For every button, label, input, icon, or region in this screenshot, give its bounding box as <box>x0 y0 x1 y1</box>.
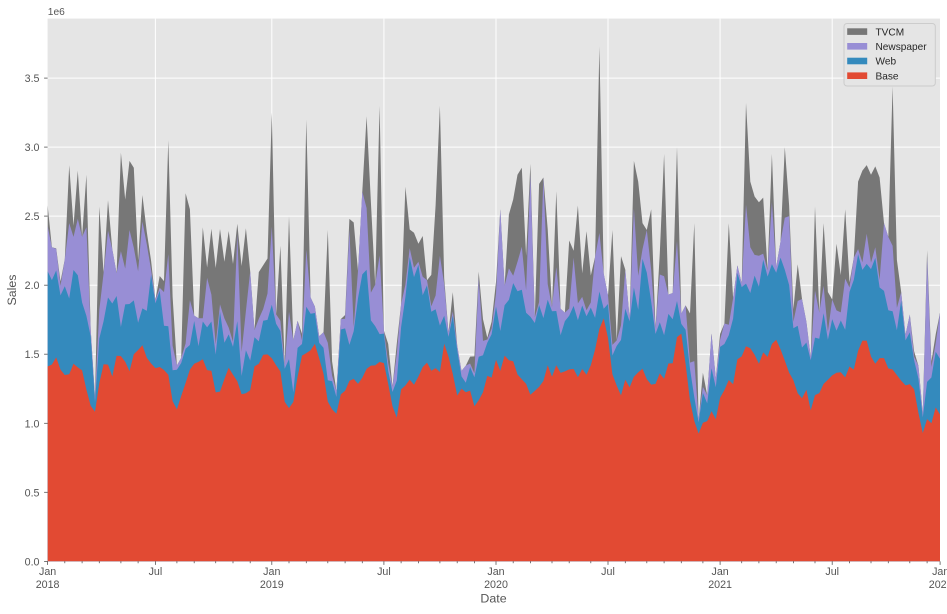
svg-text:Date: Date <box>480 591 506 605</box>
svg-text:Jan: Jan <box>932 566 947 578</box>
svg-text:Newspaper: Newspaper <box>876 42 928 53</box>
svg-text:2022: 2022 <box>929 579 947 591</box>
svg-text:2021: 2021 <box>708 579 732 591</box>
svg-text:Jan: Jan <box>711 566 728 578</box>
svg-text:0.5: 0.5 <box>25 487 40 499</box>
svg-text:Jan: Jan <box>263 566 280 578</box>
svg-text:Jan: Jan <box>487 566 504 578</box>
svg-text:Jul: Jul <box>601 566 615 578</box>
svg-text:3.5: 3.5 <box>25 73 40 85</box>
svg-text:Jul: Jul <box>377 566 391 578</box>
svg-text:Jul: Jul <box>149 566 163 578</box>
svg-text:Jul: Jul <box>825 566 839 578</box>
svg-text:0.0: 0.0 <box>25 556 40 568</box>
svg-text:3.0: 3.0 <box>25 142 40 154</box>
svg-text:2.5: 2.5 <box>25 211 40 223</box>
svg-text:Base: Base <box>876 71 899 82</box>
svg-text:1.0: 1.0 <box>25 418 40 430</box>
svg-text:Jan: Jan <box>39 566 56 578</box>
svg-text:1e6: 1e6 <box>48 7 65 18</box>
svg-text:Sales: Sales <box>5 275 19 306</box>
svg-text:2019: 2019 <box>260 579 284 591</box>
svg-text:TVCM: TVCM <box>876 27 905 38</box>
svg-text:2020: 2020 <box>484 579 508 591</box>
svg-text:2018: 2018 <box>36 579 60 591</box>
svg-text:Web: Web <box>876 57 897 68</box>
svg-text:1.5: 1.5 <box>25 349 40 361</box>
svg-text:2.0: 2.0 <box>25 280 40 292</box>
